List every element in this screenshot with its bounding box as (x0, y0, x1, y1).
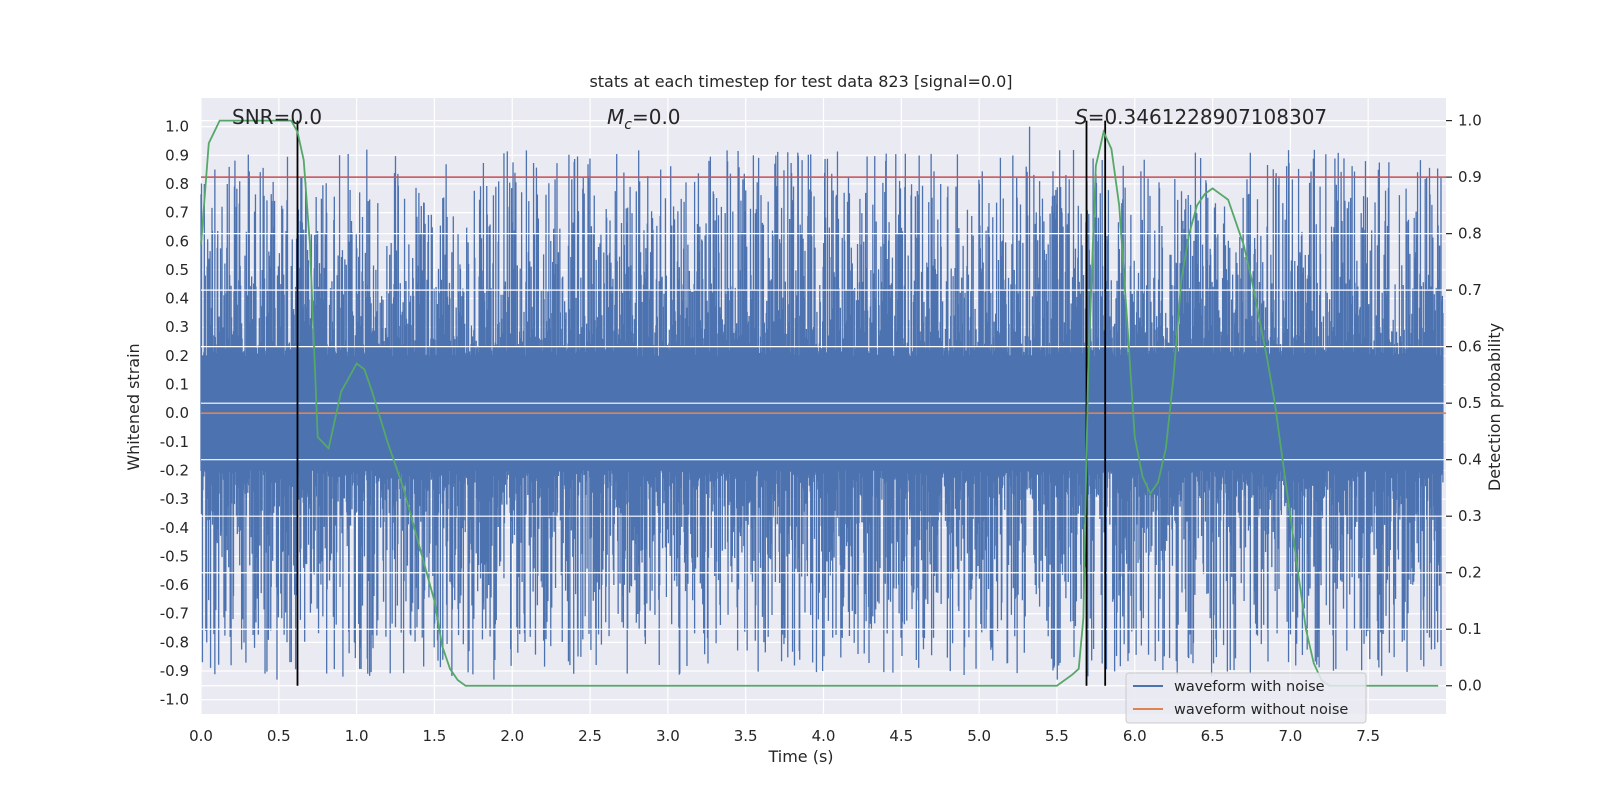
y-tick-label-left: 0.5 (165, 261, 189, 279)
y-tick-label-left: -0.3 (160, 490, 189, 508)
annotation-snr-value: 0.0 (290, 105, 322, 129)
x-tick-label: 4.5 (889, 727, 913, 745)
y-tick-label-left: -0.6 (160, 576, 189, 594)
y-axis-right: 1.0 0.9 0.8 0.7 0.6 0.5 0.4 0.3 0.2 0.1 0.0 (1446, 112, 1482, 695)
y-tick-label-left: 0.8 (165, 175, 189, 193)
y-axis-label-right: Detection probability (1485, 323, 1504, 491)
y-tick-label-left: 0.0 (165, 404, 189, 422)
x-tick-label: 5.0 (967, 727, 991, 745)
y-tick-label-left: -0.5 (160, 547, 189, 565)
y-tick-label-left: 0.3 (165, 318, 189, 336)
x-tick-label: 5.5 (1045, 727, 1069, 745)
y-tick-label-left: -0.8 (160, 633, 189, 651)
y-tick-label-left: 0.9 (165, 146, 189, 164)
annotation-s-statistic: S=0.3461228907108307 (1075, 105, 1327, 129)
x-axis-label: Time (s) (767, 747, 833, 766)
y-tick-label-right: 0.0 (1458, 677, 1482, 695)
y-axis-left: 1.0 0.9 0.8 0.7 0.6 0.5 0.4 0.3 0.2 0.1 0.0 -0.1 -0.… (160, 118, 189, 709)
annotation-snr-prefix: SNR= (232, 105, 290, 129)
y-tick-label-right: 0.7 (1458, 281, 1482, 299)
annotation-mc-symbol: M (607, 105, 624, 129)
y-tick-label-left: -0.9 (160, 662, 189, 680)
x-tick-label: 0.5 (267, 727, 291, 745)
x-tick-label: 1.0 (345, 727, 369, 745)
y-tick-label-right: 0.6 (1458, 338, 1482, 356)
legend-box (1125, 672, 1367, 724)
y-tick-label-left: 0.7 (165, 204, 189, 222)
x-tick-label: 1.5 (423, 727, 447, 745)
y-axis-label-left: Whitened strain (124, 343, 143, 470)
x-axis: 0.0 0.5 1.0 1.5 2.0 2.5 3.0 3.5 4.0 4.5 5.0 5.5 6.0 6… (189, 727, 1380, 745)
legend: waveform with noise waveform without nois… (1125, 672, 1367, 724)
y-tick-label-right: 1.0 (1458, 112, 1482, 130)
y-tick-label-left: -1.0 (160, 691, 189, 709)
y-tick-label-right: 0.5 (1458, 394, 1482, 412)
series-detection-probability (200, 119, 1439, 687)
y-tick-label-right: 0.1 (1458, 620, 1482, 638)
x-tick-label: 6.5 (1201, 727, 1225, 745)
x-tick-label: 2.0 (500, 727, 524, 745)
legend-label: waveform without noise (1174, 702, 1348, 718)
chart-title: stats at each timestep for test data 823… (589, 72, 1012, 91)
annotation-mc-sub: c (624, 117, 632, 133)
y-tick-label-right: 0.4 (1458, 451, 1482, 469)
x-tick-label: 0.0 (189, 727, 213, 745)
y-tick-label-left: -0.2 (160, 461, 189, 479)
x-tick-label: 4.0 (812, 727, 836, 745)
annotation-s-value: =0.3461228907108307 (1088, 105, 1327, 129)
y-tick-label-left: -0.4 (160, 519, 189, 537)
x-tick-label: 7.0 (1278, 727, 1302, 745)
annotation-mc-value: =0.0 (632, 105, 681, 129)
x-tick-label: 2.5 (578, 727, 602, 745)
legend-label: waveform with noise (1174, 679, 1325, 695)
y-tick-label-left: 0.2 (165, 347, 189, 365)
y-tick-label-right: 0.3 (1458, 507, 1482, 525)
y-tick-label-left: 0.6 (165, 232, 189, 250)
annotation-chirp-mass: Mc=0.0 (607, 105, 681, 133)
y-tick-label-left: -0.1 (160, 433, 189, 451)
y-tick-label-left: -0.7 (160, 605, 189, 623)
y-tick-label-right: 0.2 (1458, 564, 1482, 582)
x-tick-label: 3.0 (656, 727, 680, 745)
x-tick-label: 3.5 (734, 727, 758, 745)
y-tick-label-right: 0.9 (1458, 168, 1482, 186)
y-tick-label-left: 0.4 (165, 290, 189, 308)
y-tick-label-left: 1.0 (165, 118, 189, 136)
annotation-snr: SNR=0.0 (232, 105, 322, 129)
x-tick-label: 7.5 (1356, 727, 1380, 745)
y-tick-label-left: 0.1 (165, 376, 189, 394)
y-tick-label-right: 0.8 (1458, 225, 1482, 243)
annotation-s-symbol: S (1075, 105, 1088, 129)
x-tick-label: 6.0 (1123, 727, 1147, 745)
